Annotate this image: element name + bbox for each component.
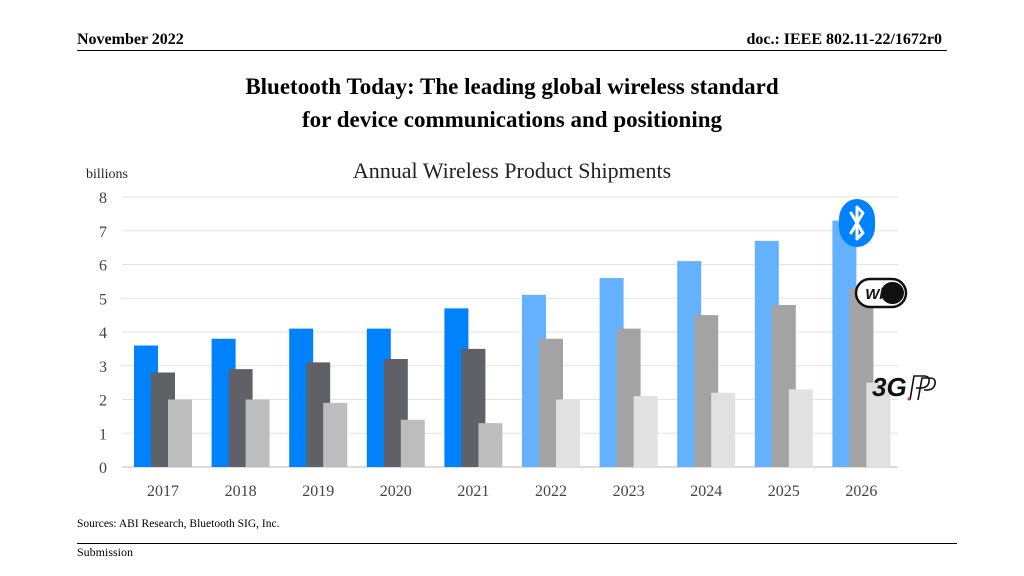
header-divider xyxy=(77,50,947,51)
slide-title-line-1: Bluetooth Today: The leading global wire… xyxy=(245,74,779,99)
x-tick-labels: 2017 2018 2019 2020 2021 2022 2023 2024 2025 2026 xyxy=(147,483,877,500)
x-tick-label: 2019 xyxy=(302,483,334,500)
footer-divider xyxy=(77,543,957,544)
chart-sources: Sources: ABI Research, Bluetooth SIG, In… xyxy=(77,518,280,530)
y-tick-label: 2 xyxy=(99,393,107,410)
header-doc-number: doc.: IEEE 802.11-22/1672r0 xyxy=(746,31,942,48)
y-axis-label: billions xyxy=(86,167,128,182)
3gpp-logo-text: 3G xyxy=(872,372,907,402)
bluetooth-logo-icon xyxy=(839,199,875,247)
wifi-logo-icon: WiFi xyxy=(854,277,908,309)
chart-title: Annual Wireless Product Shipments xyxy=(353,158,671,183)
bar-cellular-2017 xyxy=(168,399,192,467)
bar-cellular-2021 xyxy=(478,423,503,467)
3gpp-logo-icon: 3G xyxy=(872,372,936,402)
bar-cellular-2020 xyxy=(400,419,425,467)
bar-cellular-2019 xyxy=(323,402,348,467)
y-tick-label: 1 xyxy=(99,426,107,443)
y-tick-label: 0 xyxy=(99,460,107,477)
y-tick-label: 7 xyxy=(99,224,107,241)
y-tick-labels: 0 1 2 3 4 5 6 7 8 xyxy=(99,190,107,477)
x-tick-label: 2024 xyxy=(690,483,722,500)
x-tick-label: 2021 xyxy=(457,483,489,500)
x-tick-label: 2023 xyxy=(613,483,645,500)
slide-title-line-2: for device communications and positionin… xyxy=(302,107,722,132)
bar-cellular-2018 xyxy=(245,399,270,467)
x-tick-label: 2018 xyxy=(225,483,257,500)
x-tick-label: 2025 xyxy=(768,483,800,500)
bar-cellular-2026 xyxy=(866,382,891,467)
footer-submission: Submission xyxy=(77,545,134,559)
header-date: November 2022 xyxy=(77,31,184,48)
y-tick-label: 3 xyxy=(99,359,107,376)
bar-cellular-2025 xyxy=(788,389,813,467)
y-tick-label: 6 xyxy=(99,258,107,275)
x-tick-label: 2022 xyxy=(535,483,567,500)
x-tick-label: 2026 xyxy=(845,483,877,500)
y-tick-label: 5 xyxy=(99,291,107,308)
bars xyxy=(134,220,891,467)
bar-cellular-2024 xyxy=(711,392,736,467)
bar-cellular-2023 xyxy=(633,396,658,467)
wifi-logo-text: WiFi xyxy=(865,286,897,303)
x-tick-label: 2020 xyxy=(380,483,412,500)
slide-title: Bluetooth Today: The leading global wire… xyxy=(0,70,1024,136)
y-tick-label: 4 xyxy=(99,325,107,342)
y-tick-label: 8 xyxy=(99,190,107,207)
x-tick-label: 2017 xyxy=(147,483,179,500)
bar-cellular-2022 xyxy=(556,399,580,467)
